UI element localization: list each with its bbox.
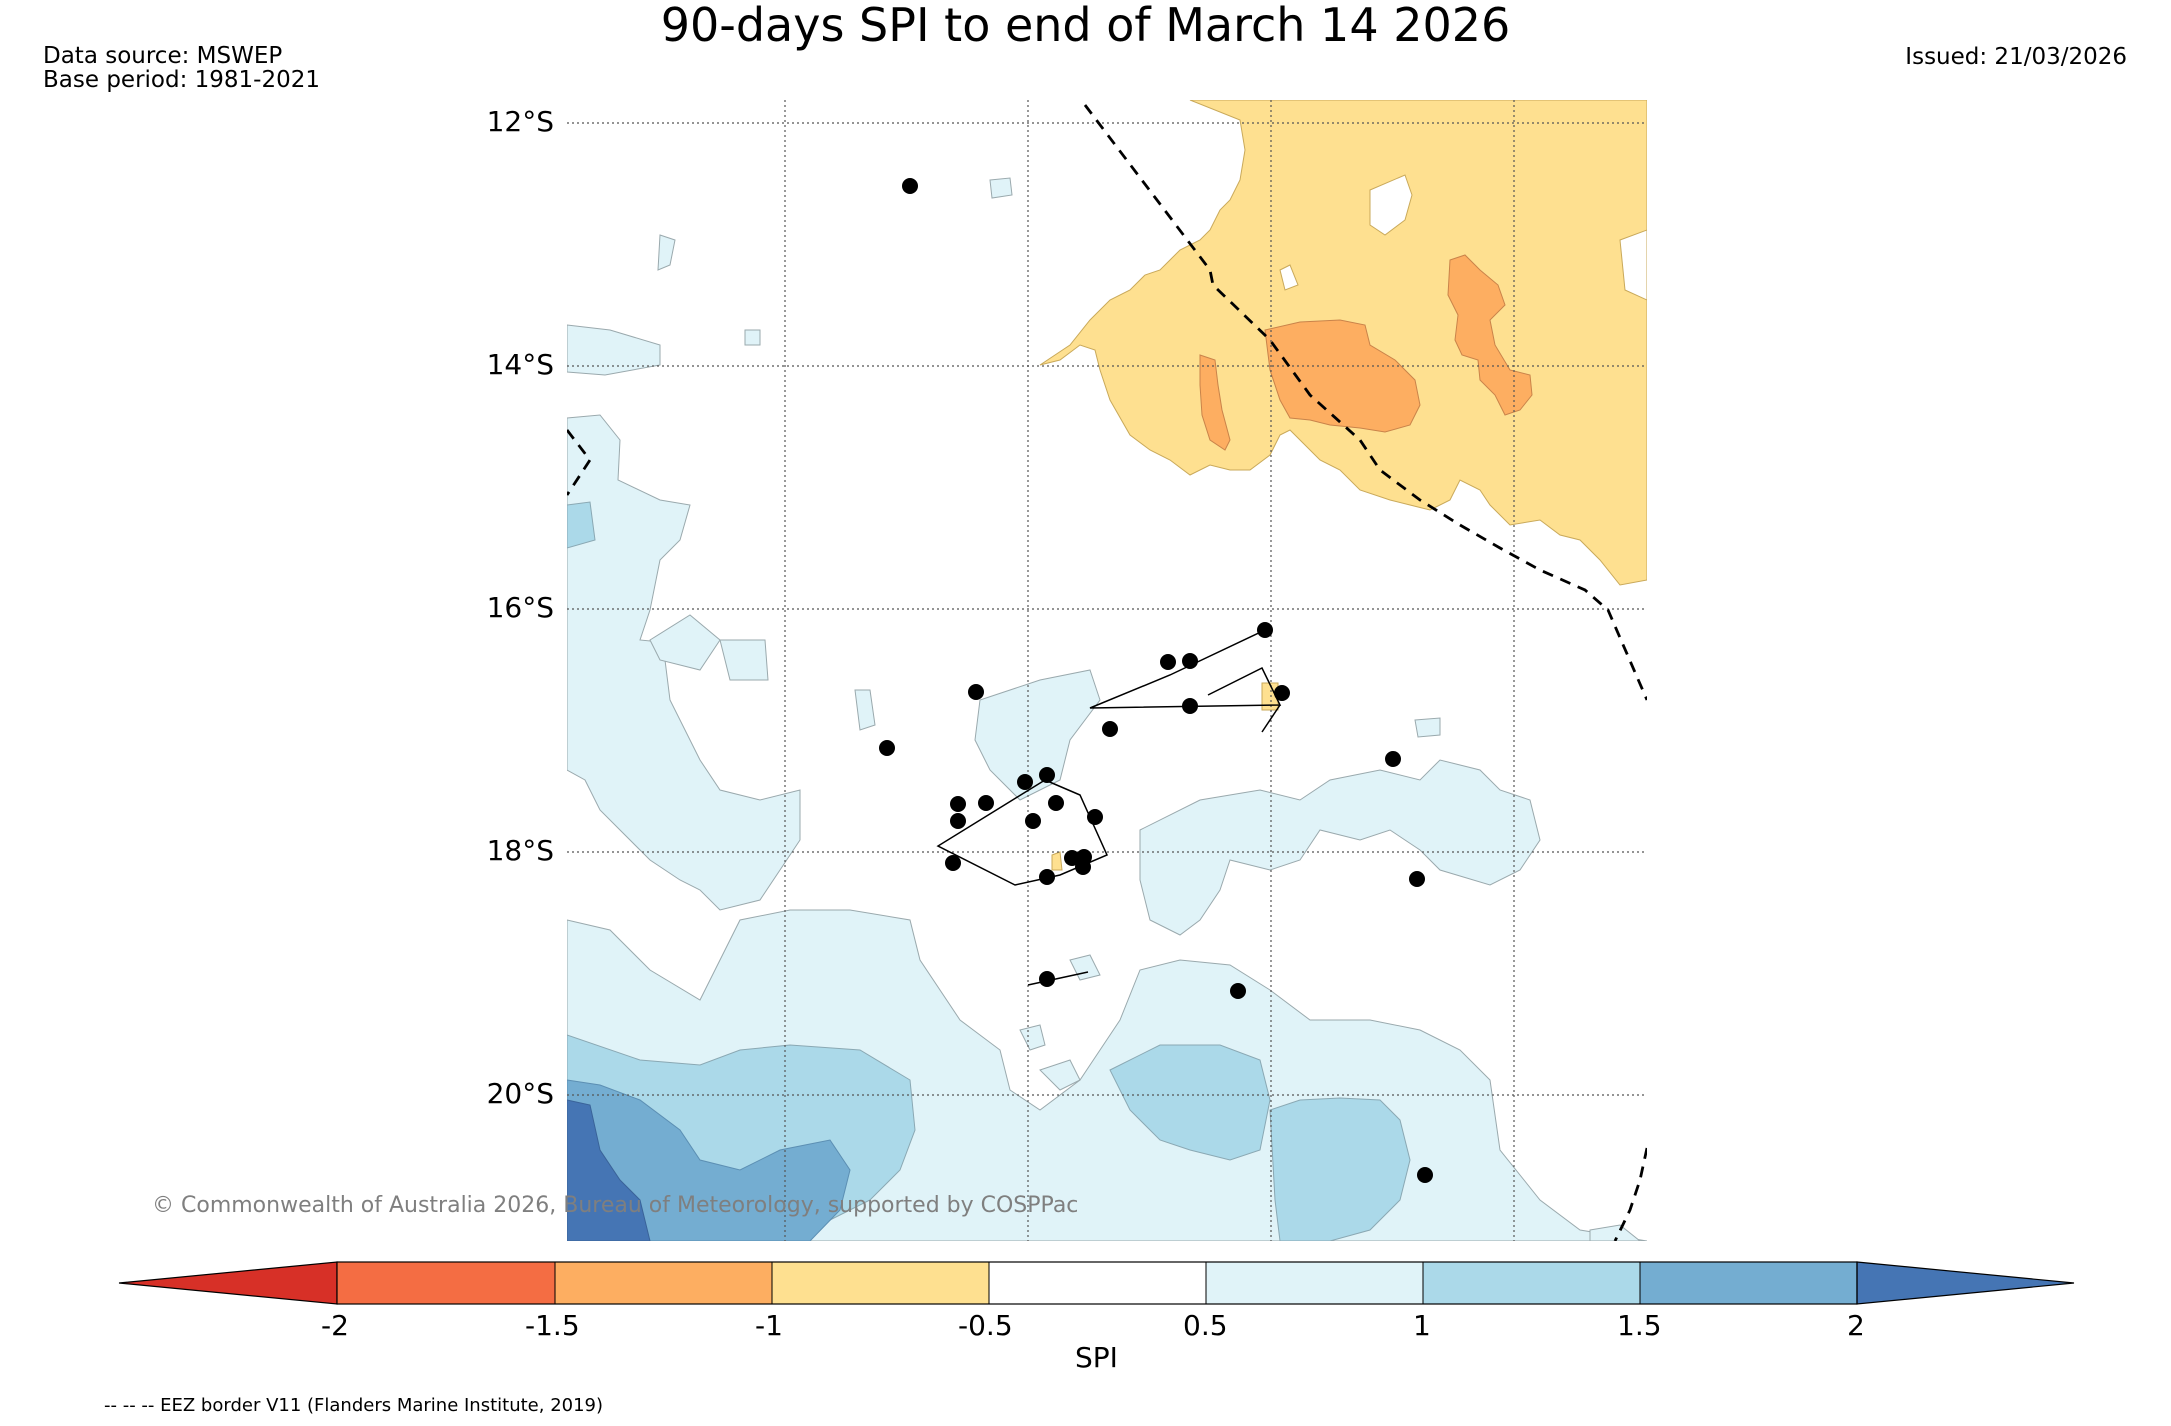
colorbar-extend-high (1856, 1261, 2075, 1305)
colorbar-tick-label: -2 (321, 1309, 349, 1342)
colorbar-tick-label: 1.5 (1617, 1309, 1662, 1342)
map-title: 90-days SPI to end of March 14 2026 (660, 0, 1511, 52)
colorbar-bin (772, 1262, 989, 1304)
colorbar-tick-label: -1.5 (525, 1309, 580, 1342)
lat-label: 12°S (486, 105, 554, 138)
colorbar-extend-low (118, 1261, 338, 1305)
colorbar-tick-label: 1 (1413, 1309, 1431, 1342)
graticule (567, 100, 1647, 1241)
lat-label: 14°S (486, 348, 554, 381)
spi-above-2-areas (567, 1099, 651, 1241)
spi-neg1.5-neg1-areas (1199, 254, 1533, 451)
colorbar-tick-label: -0.5 (958, 1309, 1013, 1342)
colorbar-bin (1423, 1262, 1640, 1304)
lat-label: 20°S (486, 1077, 554, 1110)
lat-label: 18°S (486, 834, 554, 867)
eez-border (567, 104, 1647, 1241)
colorbar-bin (989, 1262, 1206, 1304)
colorbar-tick-label: 0.5 (1183, 1309, 1228, 1342)
copyright-notice: © Commonwealth of Australia 2026, Bureau… (152, 1193, 1079, 1218)
lat-label: 16°S (486, 591, 554, 624)
colorbar-frame (336, 1261, 1858, 1305)
data-source-text: Data source: MSWEP (43, 43, 283, 69)
base-period-text: Base period: 1981-2021 (43, 67, 321, 93)
colorbar-bin (337, 1262, 555, 1304)
station-markers (879, 178, 1433, 1183)
eez-footnote: -- -- -- EEZ border V11 (Flanders Marine… (104, 1395, 604, 1416)
issued-date-text: Issued: 21/03/2026 (1905, 44, 2127, 70)
colorbar-tick-label: -1 (755, 1309, 783, 1342)
colorbar-label: SPI (1075, 1341, 1118, 1374)
colorbar (118, 1261, 2075, 1305)
colorbar-tick-label: 2 (1847, 1309, 1865, 1342)
spi-neutral-holes (1279, 174, 1647, 301)
colorbar-bin (555, 1262, 772, 1304)
colorbar-bin (1640, 1262, 1857, 1304)
colorbar-bin (1206, 1262, 1423, 1304)
